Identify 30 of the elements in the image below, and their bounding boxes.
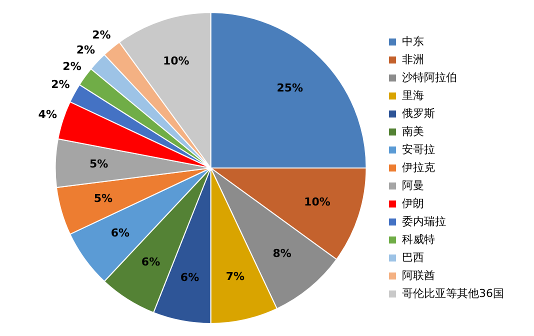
legend-label: 哥伦比亚等其他36国 <box>402 286 504 300</box>
data-label: 6% <box>180 270 200 284</box>
data-label: 6% <box>141 255 160 268</box>
legend-label: 沙特阿拉伯 <box>402 70 458 84</box>
legend-label: 巴西 <box>402 250 424 264</box>
legend-label: 南美 <box>402 124 424 138</box>
legend-label: 伊朗 <box>402 196 424 210</box>
data-label: 10% <box>162 54 190 68</box>
data-label: 8% <box>272 247 292 260</box>
data-label: 5% <box>90 157 108 170</box>
legend-label: 中东 <box>402 34 424 48</box>
legend-label: 安哥拉 <box>402 142 436 156</box>
data-label: 6% <box>110 226 130 240</box>
legend-label: 阿联酋 <box>402 268 436 282</box>
data-label: 4% <box>38 108 57 121</box>
legend-label: 委内瑞拉 <box>402 214 446 228</box>
legend-label: 里海 <box>402 88 424 102</box>
legend-label: 非洲 <box>402 52 424 66</box>
data-label: 25% <box>276 82 304 95</box>
data-label: 2% <box>76 43 96 56</box>
data-label: 2% <box>62 60 82 74</box>
data-label: 5% <box>94 192 113 206</box>
legend-label: 科威特 <box>402 232 436 246</box>
legend-label: 阿曼 <box>402 178 424 192</box>
legend-label: 俄罗斯 <box>402 106 436 120</box>
data-label: 7% <box>226 270 245 284</box>
data-label: 10% <box>304 195 330 208</box>
legend-label: 伊拉克 <box>402 160 436 174</box>
data-label: 2% <box>51 78 70 92</box>
data-label: 2% <box>92 28 111 42</box>
